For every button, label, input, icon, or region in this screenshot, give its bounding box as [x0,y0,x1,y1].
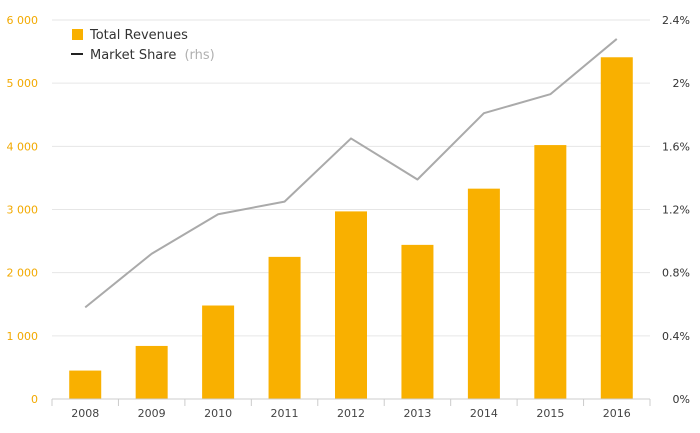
x-tick-label-2008: 2008 [71,407,99,420]
left-tick-label-2: 2 000 [7,267,39,280]
right-y-axis: 0% 0.4% 0.8% 1.2% 1.6% 2% 2.4% [662,14,690,406]
x-tick-label-2016: 2016 [603,407,631,420]
right-tick-label-2: 0.8% [662,267,690,280]
bar-2012 [335,211,367,399]
left-tick-label-0: 0 [31,393,38,406]
x-tick-label-2010: 2010 [204,407,232,420]
left-tick-label-5: 5 000 [7,77,39,90]
legend-label-market-share: Market Share (rhs) [90,48,215,63]
bar-2010 [202,305,235,399]
left-tick-label-6: 6 000 [7,14,39,27]
right-tick-label-4: 1.6% [662,140,690,153]
left-tick-label-1: 1 000 [7,330,39,343]
x-tick-label-2013: 2013 [403,407,431,420]
left-y-axis: 0 1 000 2 000 3 000 4 000 5 000 6 000 [7,14,39,406]
left-tick-label-3: 3 000 [7,204,39,217]
x-tick-label-2009: 2009 [138,407,166,420]
market-share-line-layer [84,38,618,309]
x-tick-label-2011: 2011 [271,407,299,420]
right-tick-label-3: 1.2% [662,204,690,217]
bar-2014 [467,188,500,399]
revenue-bars [69,57,633,399]
x-tick-label-2015: 2015 [536,407,564,420]
bar-2008 [69,370,102,399]
bar-2015 [534,145,567,399]
legend-market-share-name: Market Share [90,48,176,63]
bar-2013 [401,244,434,399]
legend: Total Revenues Market Share (rhs) [71,28,215,63]
bar-2009 [135,345,168,399]
x-tick-label-2012: 2012 [337,407,365,420]
right-tick-label-5: 2% [673,77,690,90]
right-tick-label-1: 0.4% [662,330,690,343]
right-tick-label-6: 2.4% [662,14,690,27]
x-tick-label-2014: 2014 [470,407,498,420]
market-share-line [84,38,618,309]
legend-swatch-revenues [72,29,83,40]
left-tick-label-4: 4 000 [7,140,39,153]
bar-2016 [600,57,633,399]
legend-label-revenues: Total Revenues [89,28,188,43]
x-axis: 2008 2009 2010 2011 2012 2013 2014 2015 2016 [51,398,651,420]
bar-2011 [268,256,301,399]
right-tick-label-0: 0% [673,393,690,406]
legend-rhs-note: (rhs) [184,48,214,63]
